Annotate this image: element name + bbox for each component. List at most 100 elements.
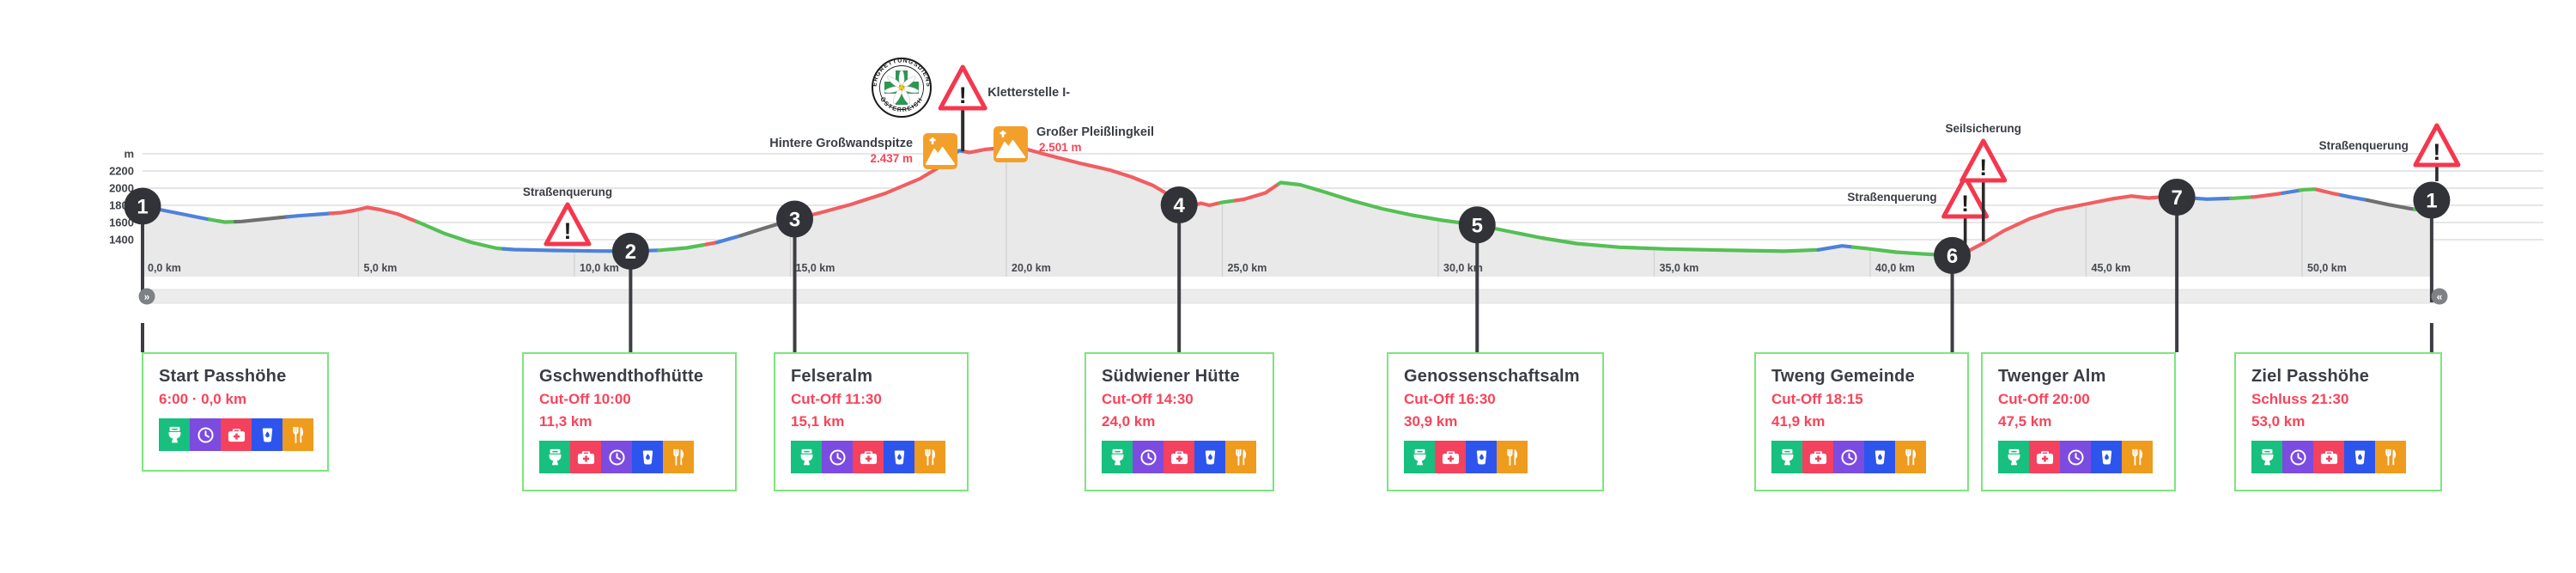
- checkpoint-card-7-twenger-alm: Twenger Alm Cut-Off 20:00 47,5 km: [1981, 352, 2176, 491]
- route-segment-red: [2315, 187, 2343, 198]
- route-marker-1[interactable]: 1: [2413, 181, 2451, 219]
- x-axis-label: 50,0 km: [2307, 262, 2347, 274]
- peak-name: Großer Pleißlingkeil: [1036, 125, 1154, 139]
- x-axis-label: 30,0 km: [1443, 262, 1483, 274]
- route-segment-green: [207, 217, 238, 224]
- warning-triangle[interactable]: !: [2413, 123, 2461, 168]
- clock-icon: [2060, 441, 2091, 474]
- clock-icon: [190, 418, 221, 452]
- checkpoint-detail: 6:00 · 0,0 km: [159, 391, 247, 407]
- route-marker-2[interactable]: 2: [611, 232, 649, 270]
- amenity-icons: [1102, 441, 1257, 474]
- x-axis-label: 45,0 km: [2092, 262, 2131, 274]
- checkpoint-card-6-tweng-gemeinde: Tweng Gemeinde Cut-Off 18:15 41,9 km: [1754, 352, 1969, 491]
- first-aid-icon: [2029, 441, 2060, 474]
- food-icon: [1497, 441, 1528, 474]
- route-marker-6[interactable]: 6: [1934, 236, 1971, 274]
- peak-elevation: 2.437 m: [870, 152, 913, 165]
- route-segment-gray: [2365, 198, 2416, 211]
- x-axis-label: 5,0 km: [364, 262, 398, 274]
- checkpoint-detail: 47,5 km: [1998, 413, 2052, 430]
- svg-text:«: «: [2437, 291, 2443, 303]
- cutoff-time: Cut-Off 18:15: [1771, 391, 1863, 407]
- svg-text:2: 2: [625, 241, 636, 264]
- checkpoint-detail: Schluss 21:30: [2251, 391, 2349, 407]
- food-icon: [283, 418, 313, 452]
- checkpoint-title: Gschwendthofhütte: [539, 367, 704, 386]
- warning-triangle[interactable]: !: [1941, 174, 1990, 219]
- checkpoint-detail: 30,9 km: [1404, 413, 1458, 430]
- x-axis-label: 35,0 km: [1660, 262, 1699, 274]
- route-segment-green: [415, 219, 506, 251]
- route-segment-blue: [1816, 244, 1855, 252]
- toilet-icon: [1102, 441, 1133, 474]
- first-aid-icon: [1435, 441, 1466, 474]
- range-slider-handle-right[interactable]: «: [2431, 288, 2448, 305]
- summit-icon[interactable]: [923, 133, 958, 169]
- warning-label: Seilsicherung: [1946, 122, 2022, 135]
- checkpoint-title: Felseralm: [791, 367, 873, 386]
- toilet-icon: [1404, 441, 1435, 474]
- cutoff-time: Cut-Off 16:30: [1404, 391, 1496, 407]
- food-icon: [1895, 441, 1926, 474]
- food-icon: [2375, 441, 2406, 474]
- summit-icon[interactable]: [993, 126, 1029, 162]
- svg-text:3: 3: [789, 209, 800, 232]
- checkpoint-title: Twenger Alm: [1998, 367, 2106, 386]
- clock-icon: [1833, 441, 1864, 474]
- warning-triangle[interactable]: !: [1959, 138, 2008, 183]
- range-slider-track[interactable]: [142, 289, 2445, 304]
- route-marker-7[interactable]: 7: [2158, 178, 2196, 216]
- svg-text:5: 5: [1472, 214, 1483, 237]
- checkpoint-detail: 11,3 km: [539, 413, 592, 430]
- y-axis-label: 1600: [109, 216, 134, 229]
- amenity-icons: [791, 441, 951, 474]
- route-segment-red: [704, 241, 720, 247]
- route-segment-blue: [285, 211, 332, 219]
- route-marker-5[interactable]: 5: [1458, 206, 1496, 244]
- warning-triangle[interactable]: !: [544, 202, 592, 247]
- route-marker-3[interactable]: 3: [776, 200, 814, 238]
- checkpoint-card-3-felseralm: Felseralm Cut-Off 11:30 15,1 km: [774, 352, 969, 491]
- range-slider-handle-left[interactable]: »: [138, 288, 155, 305]
- svg-text:!: !: [959, 82, 967, 108]
- route-segment-red: [2251, 191, 2285, 199]
- svg-text:!: !: [1961, 191, 1969, 216]
- drink-icon: [2344, 441, 2375, 474]
- drink-icon: [252, 418, 283, 452]
- peak-elevation: 2.501 m: [1039, 141, 1082, 154]
- svg-text:4: 4: [1174, 194, 1186, 217]
- checkpoint-card-4-s-dwiener-h-tte: Südwiener Hütte Cut-Off 14:30 24,0 km: [1084, 352, 1274, 491]
- drink-icon: [632, 441, 663, 474]
- route-marker-1[interactable]: 1: [124, 187, 161, 225]
- svg-text:!: !: [1979, 155, 1987, 180]
- warning-triangle[interactable]: !: [938, 64, 987, 111]
- svg-text:1: 1: [2426, 190, 2437, 213]
- checkpoint-card-1-start-passh-he: Start Passhöhe 6:00 · 0,0 km: [142, 352, 329, 472]
- toilet-icon: [1998, 441, 2029, 474]
- first-aid-icon: [853, 441, 884, 474]
- drink-icon: [2091, 441, 2122, 474]
- first-aid-icon: [570, 441, 601, 474]
- x-axis-label: 10,0 km: [580, 262, 619, 274]
- cutoff-time: Cut-Off 10:00: [539, 391, 631, 407]
- route-marker-4[interactable]: 4: [1160, 186, 1198, 223]
- y-axis-label: m: [124, 148, 134, 161]
- svg-text:»: »: [144, 291, 150, 303]
- y-axis-label: 1400: [109, 234, 134, 247]
- checkpoint-title: Südwiener Hütte: [1102, 367, 1240, 386]
- checkpoint-card-2-gschwendthofh-tte: Gschwendthofhütte Cut-Off 10:00 11,3 km: [522, 352, 737, 491]
- checkpoint-card-5-genossenschaftsalm: Genossenschaftsalm Cut-Off 16:30 30,9 km: [1387, 352, 1604, 491]
- food-icon: [914, 441, 945, 474]
- svg-text:7: 7: [2171, 186, 2182, 210]
- food-icon: [2122, 441, 2153, 474]
- toilet-icon: [2251, 441, 2282, 474]
- checkpoint-detail: 15,1 km: [791, 413, 845, 430]
- x-axis-label: 40,0 km: [1875, 262, 1915, 274]
- amenity-icons: [1404, 441, 1587, 474]
- amenity-icons: [159, 418, 313, 452]
- cutoff-time: Cut-Off 20:00: [1998, 391, 2090, 407]
- first-aid-icon: [2313, 441, 2344, 474]
- amenity-icons: [1998, 441, 2159, 474]
